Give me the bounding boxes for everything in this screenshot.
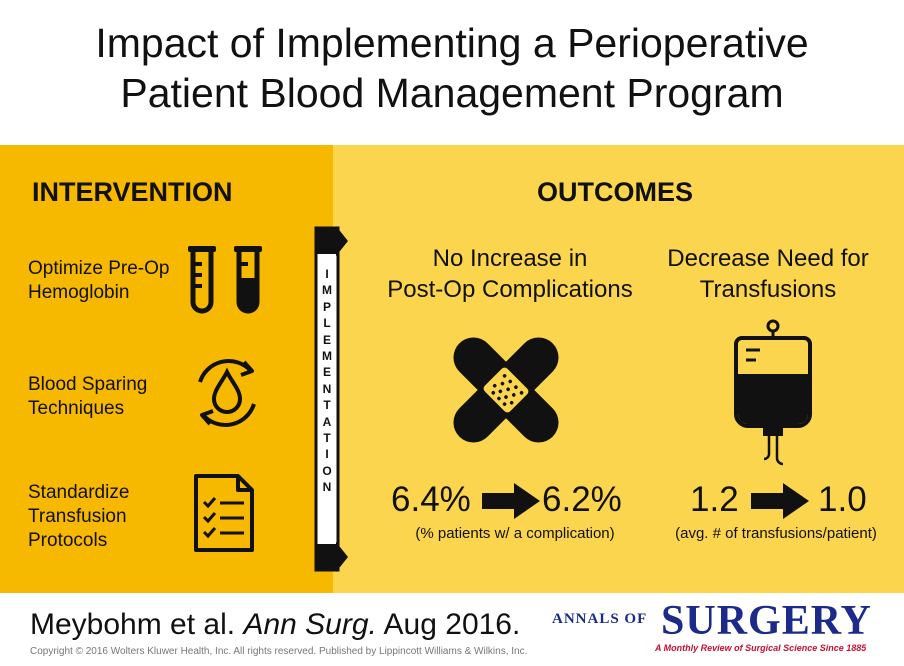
crossed-bandages-icon <box>453 337 559 443</box>
intervention-label: Blood Sparing <box>28 374 148 395</box>
complications-note: (% patients w/ a complication) <box>415 525 615 542</box>
implementation-letter: P <box>322 299 331 314</box>
intervention-label: Protocols <box>28 530 108 551</box>
blood-drop-cycle-icon <box>198 359 256 427</box>
intervention-label: Transfusion <box>28 506 127 527</box>
outcome-title-line: No Increase in <box>432 245 588 272</box>
implementation-letter: O <box>322 463 332 478</box>
outcome-complications-title: No Increase in Post-Op Complications <box>370 243 650 305</box>
intervention-label: Techniques <box>28 398 125 419</box>
title-line-2: Patient Blood Management Program <box>120 70 784 116</box>
implementation-letter: M <box>322 283 332 298</box>
implementation-letter: N <box>322 381 332 396</box>
citation-date: Aug 2016. <box>376 608 521 641</box>
journal-logo-surgery: SURGERY <box>661 598 872 644</box>
implementation-letter: A <box>322 414 332 429</box>
intervention-label: Hemoglobin <box>28 282 130 303</box>
arrow-right-icon <box>751 483 809 519</box>
implementation-letter: I <box>325 447 329 462</box>
test-tubes-icon <box>188 246 262 314</box>
intervention-item-protocols: Standardize Transfusion Protocols <box>28 481 129 553</box>
checklist-icon <box>194 474 254 552</box>
arrow-right-icon <box>482 483 540 519</box>
implementation-letter: M <box>322 349 332 364</box>
journal-logo-tagline: A Monthly Review of Surgical Science Sin… <box>655 643 867 653</box>
intervention-heading: INTERVENTION <box>32 177 233 207</box>
title-line-1: Impact of Implementing a Perioperative <box>95 20 809 66</box>
intervention-panel <box>0 145 333 593</box>
implementation-letter: L <box>323 316 331 331</box>
copyright-notice: Copyright © 2016 Wolters Kluwer Health, … <box>30 646 528 657</box>
implementation-letter: T <box>323 398 331 413</box>
blood-bag-icon <box>734 319 812 466</box>
transfusions-note: (avg. # of transfusions/patient) <box>675 525 877 542</box>
intervention-item-blood-sparing: Blood Sparing Techniques <box>28 373 147 421</box>
intervention-label: Standardize <box>28 482 130 503</box>
page-title: Impact of Implementing a Perioperative P… <box>0 18 904 118</box>
outcome-title-line: Decrease Need for <box>667 245 869 272</box>
implementation-letter: I <box>325 267 329 281</box>
implementation-letter: T <box>323 431 331 446</box>
outcomes-heading: OUTCOMES <box>537 177 694 207</box>
intervention-item-hemoglobin: Optimize Pre-Op Hemoglobin <box>28 257 169 305</box>
complications-before-value: 6.4% <box>391 480 471 519</box>
implementation-label: I M P L E M E N T A T I O N <box>314 266 340 496</box>
implementation-letter: E <box>322 365 331 380</box>
transfusions-after-value: 1.0 <box>818 480 867 519</box>
outcome-transfusions-title: Decrease Need for Transfusions <box>650 243 886 305</box>
citation: Meybohm et al. Ann Surg. Aug 2016. <box>30 608 520 642</box>
implementation-letter: E <box>322 332 331 347</box>
implementation-arrow <box>314 226 348 572</box>
outcome-title-line: Transfusions <box>699 276 837 303</box>
intervention-label: Optimize Pre-Op <box>28 258 170 279</box>
citation-journal: Ann Surg. <box>243 608 377 641</box>
implementation-letter: N <box>322 480 332 495</box>
transfusions-before-value: 1.2 <box>690 480 739 519</box>
outcome-title-line: Post-Op Complications <box>387 276 633 303</box>
citation-authors: Meybohm et al. <box>30 608 244 641</box>
journal-logo-annals: ANNALS OF <box>552 611 648 627</box>
complications-after-value: 6.2% <box>542 480 622 519</box>
